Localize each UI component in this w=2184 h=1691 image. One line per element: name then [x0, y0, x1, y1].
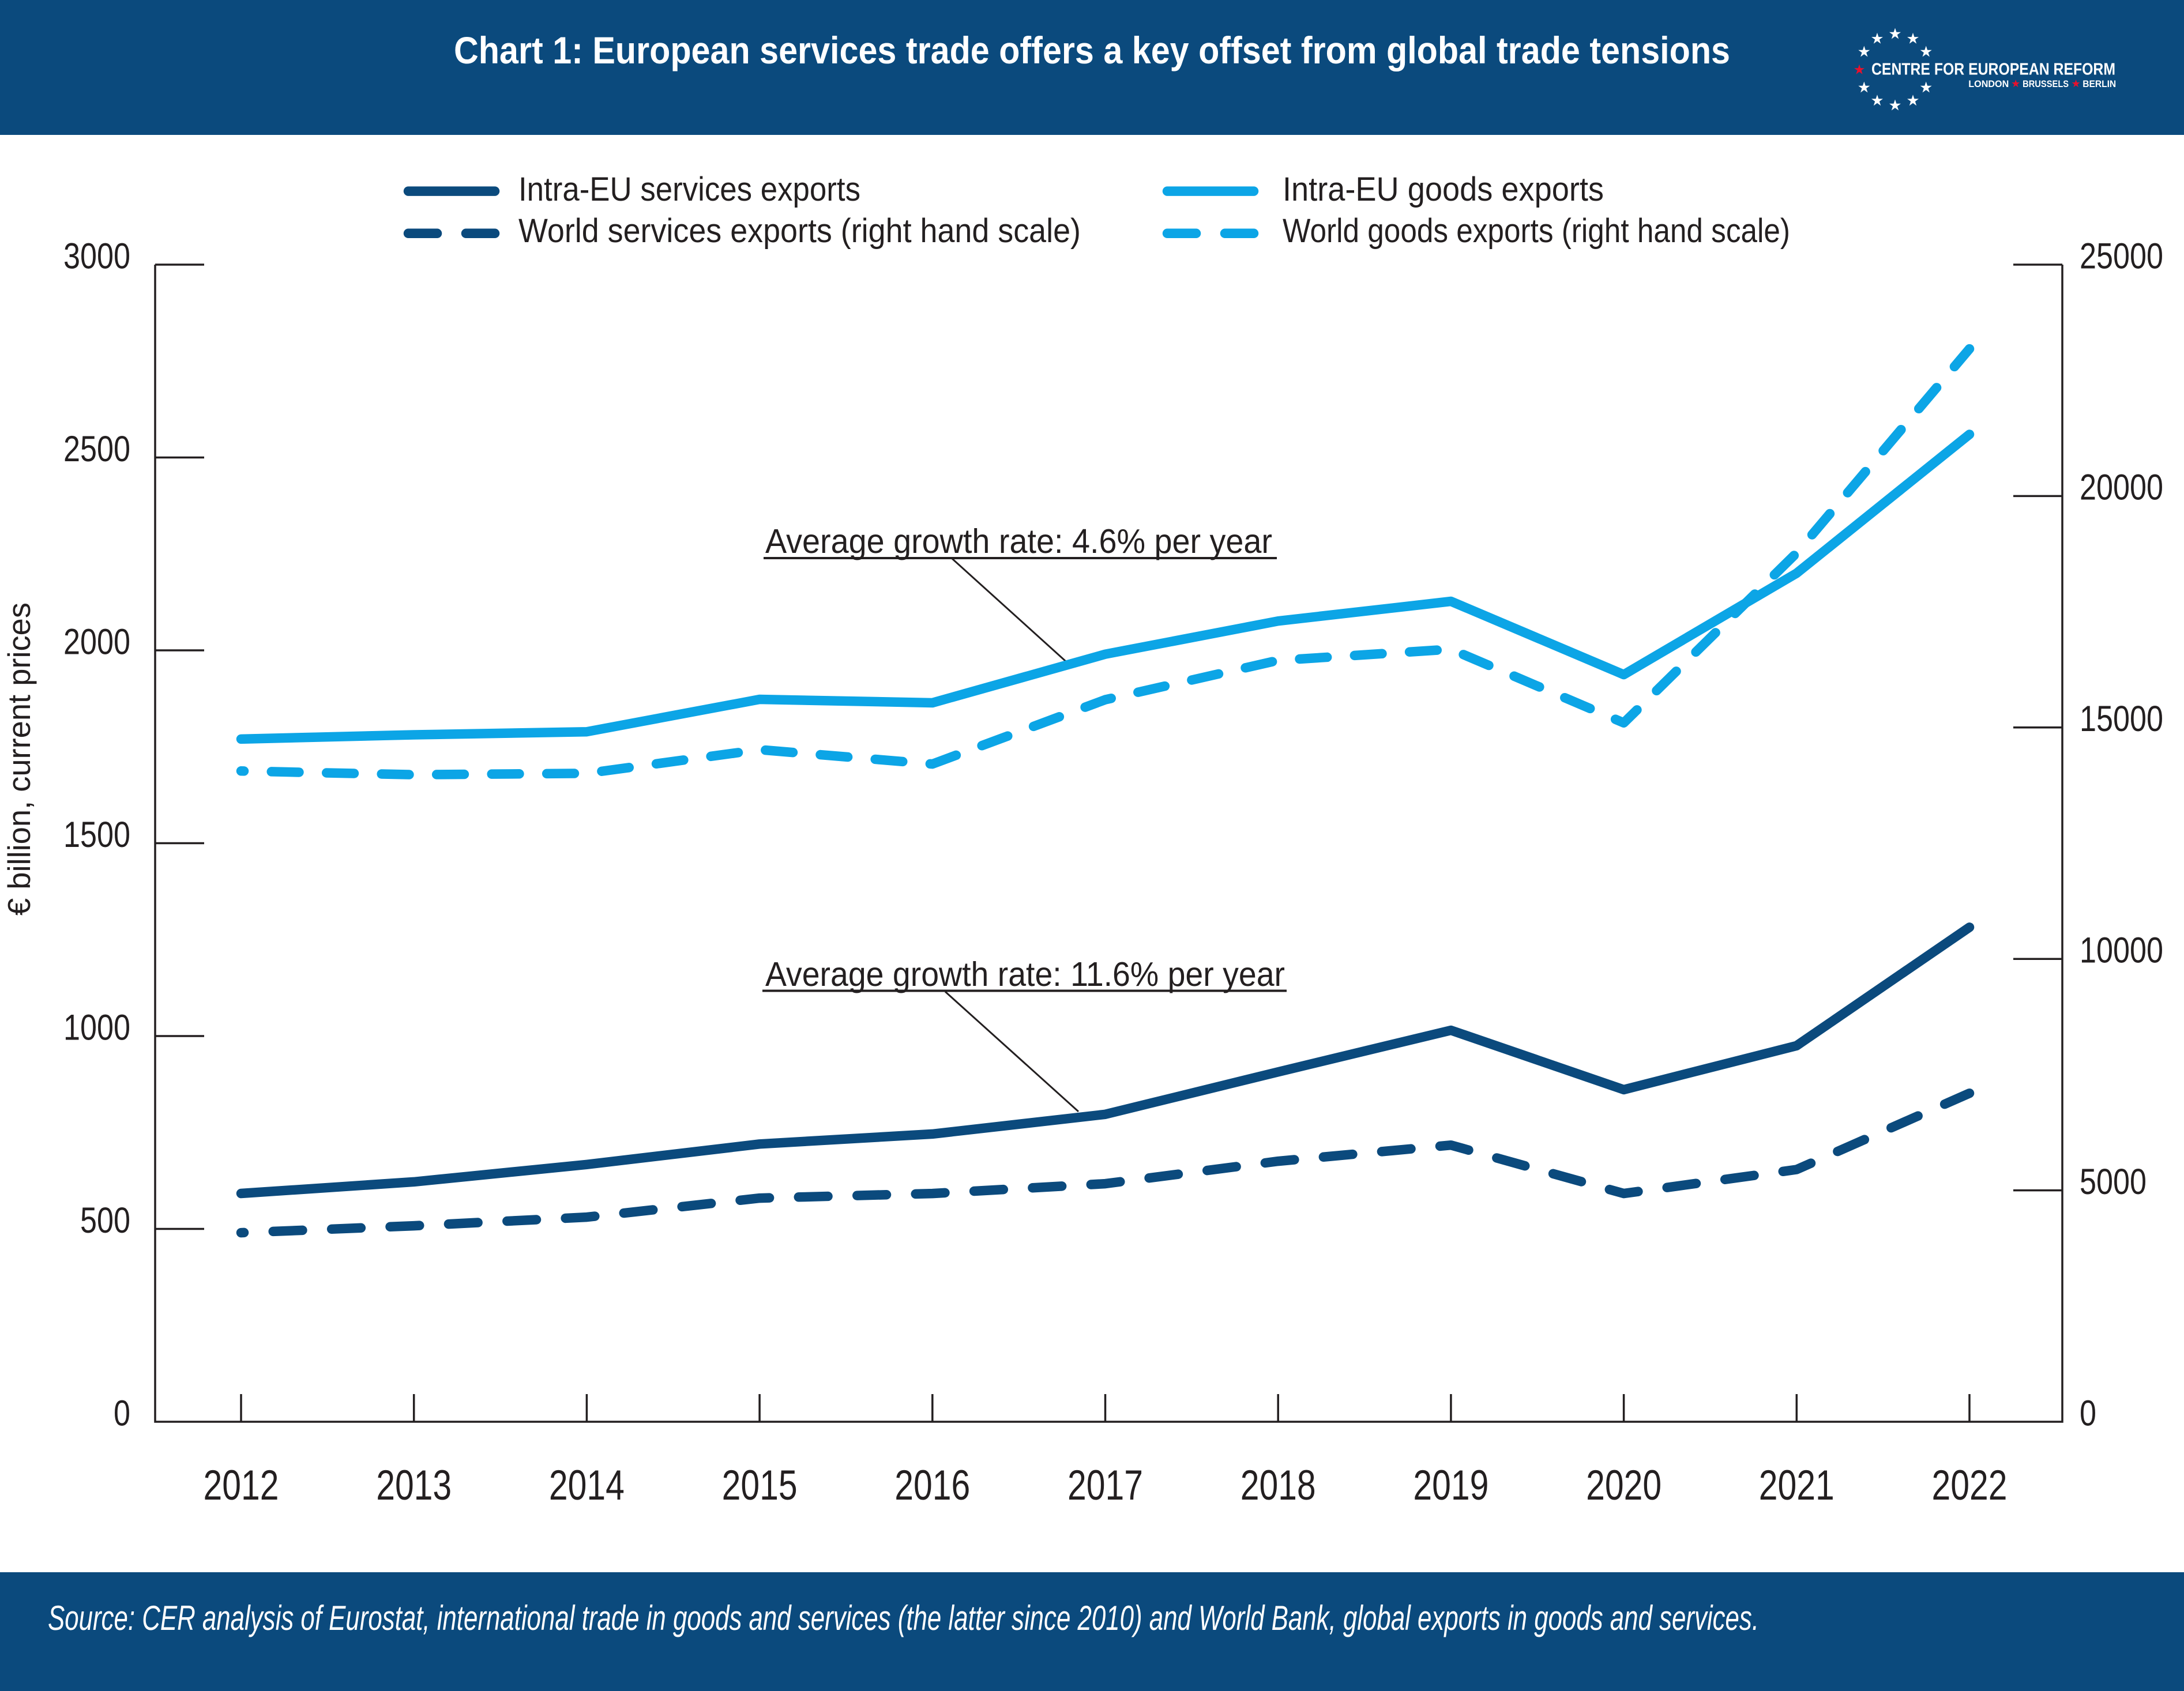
svg-text:World goods exports (right han: World goods exports (right hand scale) [1283, 212, 1790, 250]
svg-text:3000: 3000 [63, 236, 130, 276]
svg-text:2021: 2021 [1759, 1462, 1835, 1509]
svg-text:500: 500 [80, 1200, 130, 1241]
svg-text:2019: 2019 [1413, 1462, 1488, 1509]
svg-text:20000: 20000 [2080, 468, 2163, 508]
svg-text:Intra-EU services exports: Intra-EU services exports [518, 171, 860, 208]
svg-text:Intra-EU goods exports: Intra-EU goods exports [1283, 171, 1604, 208]
svg-text:25000: 25000 [2080, 236, 2163, 276]
svg-text:2020: 2020 [1586, 1462, 1662, 1509]
svg-text:5000: 5000 [2080, 1162, 2147, 1202]
svg-text:1500: 1500 [63, 815, 130, 855]
svg-text:BERLIN: BERLIN [2082, 79, 2116, 89]
svg-text:15000: 15000 [2080, 699, 2163, 739]
svg-text:2022: 2022 [1932, 1462, 2008, 1509]
svg-text:0: 0 [2080, 1393, 2096, 1433]
svg-text:€ billion, current prices: € billion, current prices [1, 602, 37, 916]
svg-text:LONDON: LONDON [1968, 79, 2009, 89]
svg-text:2000: 2000 [63, 622, 130, 662]
svg-text:2500: 2500 [63, 429, 130, 469]
svg-text:10000: 10000 [2080, 931, 2163, 971]
svg-text:2015: 2015 [722, 1462, 798, 1509]
svg-text:2014: 2014 [549, 1462, 625, 1509]
svg-text:CENTRE FOR EUROPEAN REFORM: CENTRE FOR EUROPEAN REFORM [1871, 61, 2115, 79]
svg-text:Average growth rate: 4.6% per: Average growth rate: 4.6% per year [765, 522, 1272, 560]
svg-text:BRUSSELS: BRUSSELS [2023, 79, 2069, 89]
svg-text:2018: 2018 [1241, 1462, 1316, 1509]
svg-text:2016: 2016 [894, 1462, 970, 1509]
svg-text:1000: 1000 [63, 1007, 130, 1048]
svg-text:World services exports (right: World services exports (right hand scale… [518, 212, 1081, 250]
svg-text:Chart 1: European services tra: Chart 1: European services trade offers … [454, 29, 1730, 71]
svg-text:Source: CER analysis of Eurost: Source: CER analysis of Eurostat, intern… [48, 1599, 1759, 1637]
svg-text:0: 0 [114, 1393, 130, 1433]
svg-text:2013: 2013 [376, 1462, 452, 1509]
svg-text:2012: 2012 [204, 1462, 279, 1509]
svg-text:Average growth rate: 11.6% per: Average growth rate: 11.6% per year [765, 955, 1285, 993]
svg-text:2017: 2017 [1067, 1462, 1143, 1509]
